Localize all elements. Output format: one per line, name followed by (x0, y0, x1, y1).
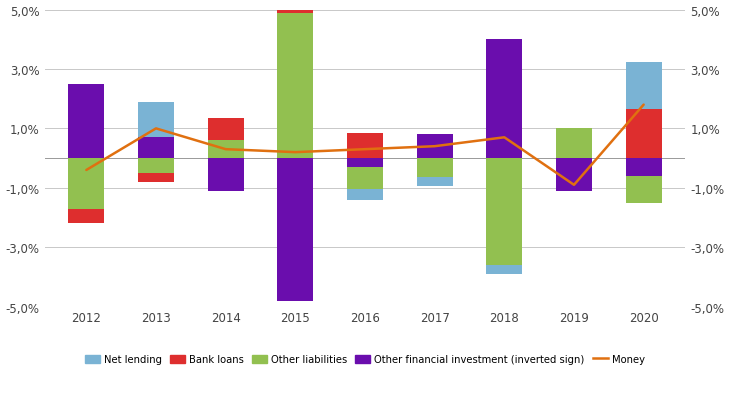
Bar (626, 110, 662, 159)
Bar (277, 13, 313, 159)
Bar (207, 159, 244, 191)
Money (639, 103, 648, 108)
Bar (207, 119, 244, 141)
Bar (68, 209, 104, 224)
Bar (347, 190, 383, 200)
Bar (207, 141, 244, 159)
Legend: Net lending, Bank loans, Other liabilities, Other financial investment (inverted: Net lending, Bank loans, Other liabiliti… (81, 351, 649, 369)
Bar (277, 159, 313, 301)
Bar (277, 0, 313, 13)
Bar (417, 135, 453, 159)
Money (361, 147, 369, 152)
Bar (417, 178, 453, 187)
Money (291, 151, 300, 155)
Bar (68, 159, 104, 209)
Bar (68, 85, 104, 159)
Bar (347, 133, 383, 159)
Bar (347, 168, 383, 190)
Bar (556, 129, 592, 159)
Bar (626, 63, 662, 110)
Money (221, 147, 230, 152)
Bar (626, 159, 662, 176)
Bar (556, 159, 592, 191)
Bar (138, 138, 174, 159)
Bar (138, 173, 174, 182)
Bar (486, 40, 523, 159)
Bar (417, 159, 453, 178)
Money (430, 144, 439, 149)
Money (82, 168, 91, 173)
Money (500, 135, 509, 140)
Bar (486, 159, 523, 265)
Bar (138, 102, 174, 138)
Line: Money: Money (86, 106, 644, 185)
Bar (486, 265, 523, 274)
Bar (626, 176, 662, 203)
Bar (138, 159, 174, 173)
Money (569, 183, 578, 188)
Bar (347, 159, 383, 168)
Money (152, 127, 161, 132)
